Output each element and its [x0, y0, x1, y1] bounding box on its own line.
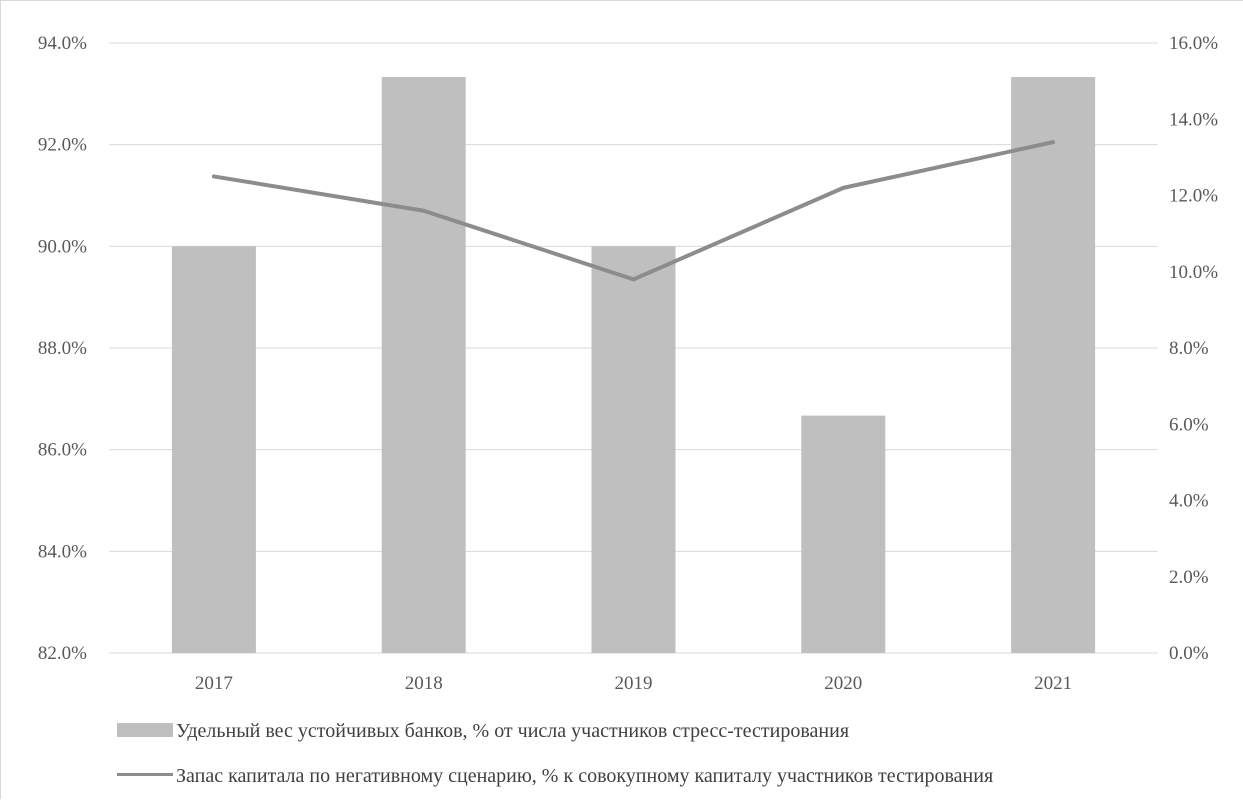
x-axis-tick-label: 2021 [1034, 673, 1072, 694]
right-axis-tick-label: 16.0% [1169, 33, 1218, 54]
legend: Удельный вес устойчивых банков, % от чис… [117, 720, 993, 787]
x-axis-ticks: 2017 2018 2019 2020 2021 [195, 673, 1072, 694]
left-axis-tick-label: 86.0% [38, 440, 87, 461]
bar-2018 [382, 77, 466, 653]
legend-swatch-bar [117, 723, 173, 737]
left-axis-tick-label: 82.0% [38, 643, 87, 664]
bar-2019 [592, 246, 676, 653]
left-axis-tick-label: 94.0% [38, 33, 87, 54]
x-axis-tick-label: 2019 [615, 673, 653, 694]
right-axis-tick-label: 12.0% [1169, 186, 1218, 207]
left-axis-tick-label: 92.0% [38, 135, 87, 156]
x-axis-tick-label: 2017 [195, 673, 233, 694]
bar-2017 [172, 246, 256, 653]
x-axis-tick-label: 2020 [824, 673, 862, 694]
left-axis-tick-label: 88.0% [38, 338, 87, 359]
right-axis-tick-label: 10.0% [1169, 262, 1218, 283]
bar-2021 [1011, 77, 1095, 653]
right-axis-tick-label: 4.0% [1169, 491, 1209, 512]
x-axis-tick-label: 2018 [405, 673, 443, 694]
left-axis-ticks: 82.0% 84.0% 86.0% 88.0% 90.0% 92.0% 94.0% [38, 33, 87, 664]
left-axis-tick-label: 84.0% [38, 541, 87, 562]
legend-label-line: Запас капитала по негативному сценарию, … [176, 765, 993, 787]
right-axis-ticks: 0.0% 2.0% 4.0% 6.0% 8.0% 10.0% 12.0% 14.0% 16.0% [1169, 33, 1218, 664]
left-axis-tick-label: 90.0% [38, 236, 87, 257]
right-axis-tick-label: 2.0% [1169, 567, 1209, 588]
legend-label-bar: Удельный вес устойчивых банков, % от чис… [176, 720, 849, 742]
right-axis-tick-label: 8.0% [1169, 338, 1209, 359]
legend-swatch-line [117, 773, 173, 776]
bar-2020 [801, 416, 885, 653]
right-axis-tick-label: 0.0% [1169, 643, 1209, 664]
right-axis-tick-label: 6.0% [1169, 414, 1209, 435]
right-axis-tick-label: 14.0% [1169, 109, 1218, 130]
